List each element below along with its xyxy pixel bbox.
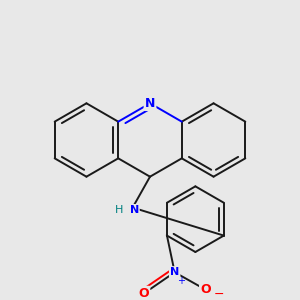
Text: +: + — [177, 276, 185, 286]
Text: H: H — [115, 205, 123, 214]
Text: N: N — [145, 97, 155, 110]
Text: N: N — [170, 267, 179, 277]
Text: −: − — [214, 288, 224, 300]
Text: N: N — [130, 205, 139, 214]
Text: O: O — [200, 283, 211, 296]
Text: O: O — [139, 287, 149, 300]
